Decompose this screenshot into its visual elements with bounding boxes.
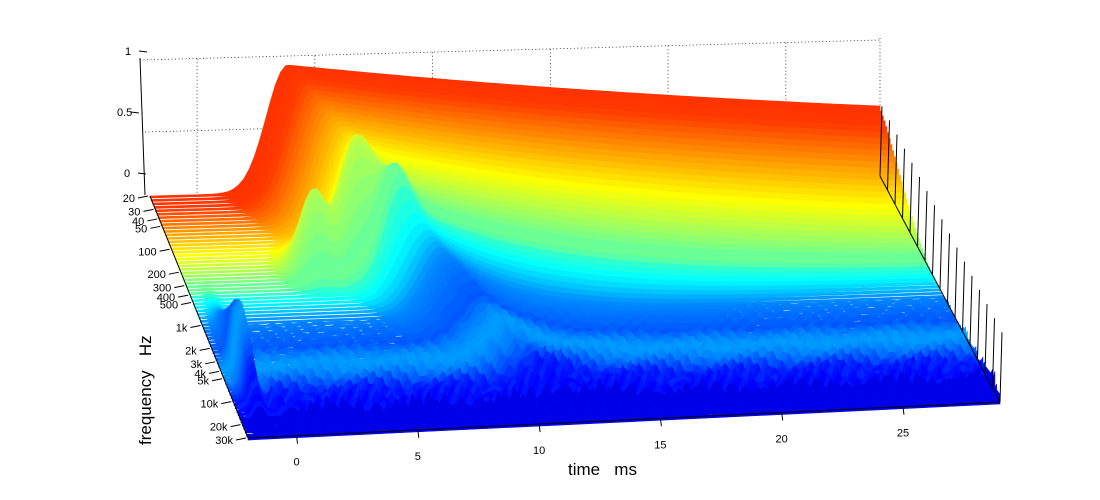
surface-slice	[212, 291, 958, 354]
x-tick-mark-0	[296, 435, 299, 444]
x-tick-mark-25	[902, 406, 905, 415]
x-tick-mark-15	[659, 418, 662, 427]
x-tick-label-10: 10	[533, 445, 545, 457]
z-tick-label-1: 1	[125, 46, 131, 58]
z-tick-label-0: 0	[124, 168, 130, 180]
right-wall-line	[962, 261, 965, 332]
y-tick-mark-200	[168, 271, 179, 275]
y-tick-mark-500	[181, 302, 192, 306]
surface-slice	[209, 280, 955, 348]
y-tick-mark-20k	[230, 424, 241, 428]
surface-slice	[247, 378, 1001, 441]
surface-slice	[191, 200, 932, 303]
y-tick-mark-10k	[221, 401, 232, 405]
right-wall-line	[992, 318, 995, 388]
x-axis-label: time ms	[568, 460, 637, 479]
y-tick-mark-30k	[235, 437, 247, 441]
surface-slice	[223, 314, 972, 382]
y-axis-line	[149, 195, 249, 439]
right-wall-line	[879, 106, 883, 177]
x-tick-mark-20	[781, 412, 784, 421]
y-tick-label-100: 100	[138, 246, 156, 258]
right-wall-line	[984, 304, 988, 374]
y-tick-mark-2k	[199, 347, 210, 351]
y-tick-mark-30	[143, 208, 154, 212]
z-tick-label-0.5: 0.5	[117, 107, 132, 119]
y-tick-label-30: 30	[128, 206, 140, 218]
x-axis-ticks: 0 5 10 15 20 25	[293, 406, 909, 469]
y-tick-mark-5k	[211, 378, 223, 382]
z-tick-mark-1	[138, 50, 148, 53]
y-tick-mark-50	[150, 225, 161, 229]
y-tick-label-2k: 2k	[185, 345, 197, 357]
x-tick-label-5: 5	[415, 451, 421, 463]
y-tick-label-3k: 3k	[191, 359, 203, 371]
right-wall-line	[977, 289, 980, 360]
y-tick-label-50: 50	[135, 223, 147, 235]
right-wall-line	[887, 120, 890, 191]
z-axis-ticks: 00.51	[117, 46, 148, 180]
y-tick-label-500: 500	[160, 300, 178, 312]
y-tick-mark-3k	[205, 361, 216, 365]
x-tick-label-25: 25	[897, 428, 909, 440]
right-wall-line	[894, 134, 898, 205]
right-wall-line	[999, 332, 1003, 403]
right-wall-line	[909, 162, 913, 233]
x-tick-label-15: 15	[654, 439, 666, 451]
right-wall-line	[947, 233, 950, 304]
surface-slice	[207, 270, 951, 341]
y-tick-label-200: 200	[147, 269, 165, 281]
right-wall-line	[902, 148, 905, 219]
y-tick-label-20: 20	[123, 193, 135, 205]
x-tick-mark-10	[538, 424, 541, 433]
back-wall-top-edge	[139, 39, 881, 61]
y-tick-label-1k: 1k	[176, 322, 188, 334]
right-wall-line	[939, 219, 943, 290]
right-wall-line	[924, 191, 928, 261]
y-tick-mark-20	[137, 195, 149, 199]
x-tick-label-0: 0	[293, 457, 299, 469]
y-tick-label-400: 400	[157, 292, 175, 304]
surface-slice	[214, 294, 960, 358]
y-axis-label: frequency Hz	[136, 335, 155, 445]
surface-slice	[204, 261, 948, 334]
surface-slice	[215, 297, 961, 361]
z-tick-mark-0.5	[130, 111, 140, 114]
y-tick-mark-400	[178, 294, 189, 298]
surface-slice	[216, 298, 963, 365]
y-tick-mark-100	[159, 248, 170, 252]
right-wall-line	[969, 275, 973, 346]
y-tick-label-20k: 20k	[210, 422, 228, 434]
y-tick-label-4k: 4k	[194, 368, 206, 380]
y-tick-mark-1k	[190, 324, 201, 328]
surface-slice	[205, 265, 949, 337]
y-tick-mark-300	[174, 285, 185, 289]
z-axis-line	[139, 57, 146, 196]
surface-plot	[149, 64, 1001, 441]
right-wall-line	[954, 247, 958, 318]
x-axis-line	[247, 401, 1001, 439]
y-tick-mark-4k	[208, 370, 220, 374]
y-tick-label-40: 40	[132, 216, 144, 228]
y-tick-label-10k: 10k	[201, 399, 219, 411]
axes-frame	[149, 106, 1003, 439]
surface-slice	[208, 274, 953, 344]
y-tick-label-5k: 5k	[197, 376, 209, 388]
y-tick-label-300: 300	[153, 283, 171, 295]
x-tick-label-20: 20	[776, 433, 788, 445]
z-tick-mark-0	[137, 172, 147, 175]
y-tick-label-30k: 30k	[215, 435, 233, 447]
x-tick-mark-5	[417, 429, 420, 438]
right-wall-line	[932, 205, 935, 275]
y-tick-mark-40	[147, 218, 158, 222]
right-wall-line	[917, 176, 920, 247]
